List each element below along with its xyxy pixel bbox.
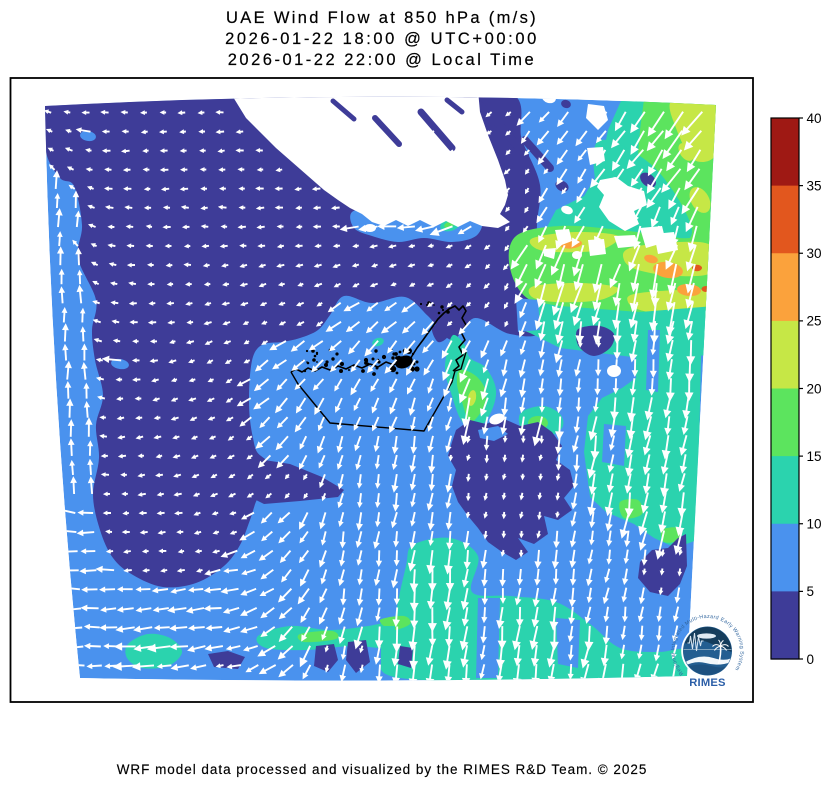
svg-text:30: 30 [807, 246, 822, 261]
svg-text:20: 20 [807, 381, 822, 396]
svg-text:40: 40 [807, 111, 822, 126]
svg-text:25: 25 [807, 314, 822, 329]
svg-text:5: 5 [807, 584, 815, 599]
svg-text:RIMES: RIMES [689, 677, 726, 689]
svg-text:0: 0 [807, 652, 815, 667]
svg-text:35: 35 [807, 178, 822, 193]
svg-text:10: 10 [807, 517, 822, 532]
svg-text:15: 15 [807, 449, 822, 464]
